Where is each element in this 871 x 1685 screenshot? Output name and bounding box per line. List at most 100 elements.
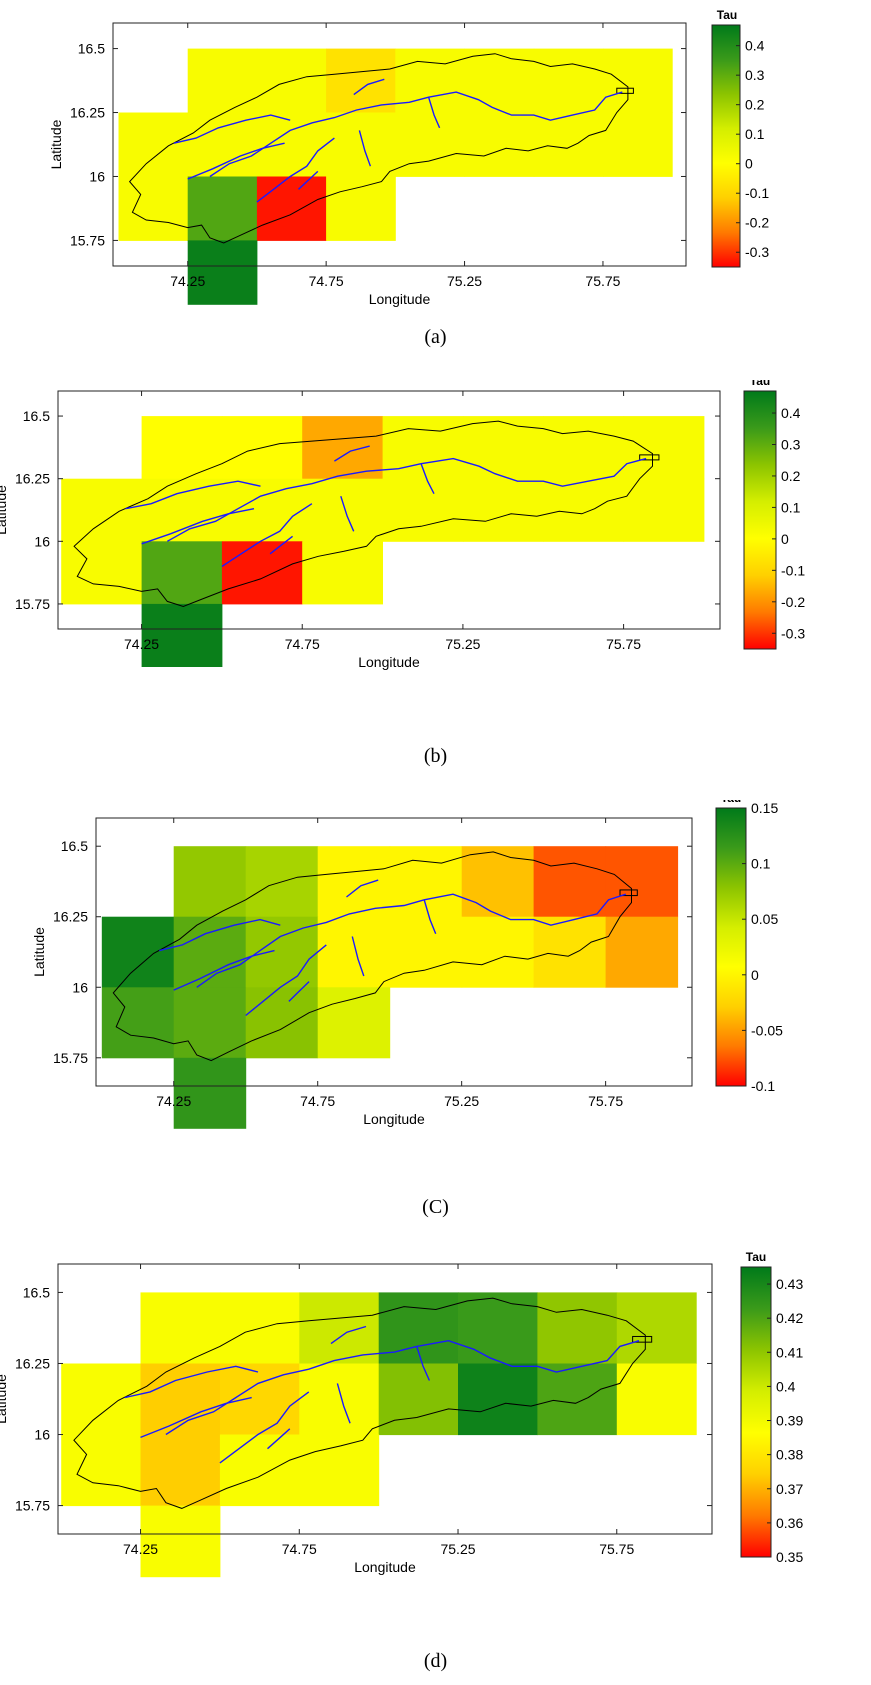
legend-title: Tau (717, 8, 737, 22)
grid-cell (140, 1434, 221, 1507)
grid-cell (461, 846, 535, 918)
grid-cell (533, 846, 607, 918)
x-tick-label: 74.25 (123, 1541, 158, 1557)
river-line (423, 899, 437, 934)
river-line (196, 893, 627, 988)
outlet-marker (619, 889, 638, 897)
grid-cell (605, 846, 679, 918)
caption-d: (d) (423, 1650, 448, 1672)
x-tick-label: 75.25 (440, 1541, 475, 1557)
colorbar-tick-label: 0 (781, 531, 789, 547)
y-tick-label: 16.25 (70, 105, 105, 121)
grid-cell (616, 1292, 697, 1364)
x-tick-label: 75.75 (599, 1541, 634, 1557)
grid-cell (101, 916, 175, 988)
map-svg-d: 16.5 16.25 16 15.75 74.25 74.75 75.25 75.75 Long… (0, 1250, 803, 1578)
grid-cell (326, 112, 396, 177)
map-svg-c: 16.5 16.25 16 15.75 74.25 74.75 75.25 75.75 Long… (31, 791, 783, 1129)
colorbar (711, 24, 741, 268)
river-line (298, 170, 319, 190)
colorbar-tick-label: -0.2 (745, 215, 769, 231)
river-line (353, 78, 385, 96)
grid-cell (533, 48, 604, 113)
grid-cell (61, 1434, 142, 1507)
y-tick-label: 16.25 (15, 1355, 50, 1371)
grid-cell (302, 416, 383, 480)
x-tick-label: 75.75 (588, 1093, 623, 1109)
y-tick-label: 15.75 (15, 1498, 50, 1514)
grid-cell (458, 1292, 538, 1364)
grid-cell (462, 416, 544, 480)
axes-frame (57, 1263, 713, 1535)
grid-cell (187, 112, 258, 177)
river-line (346, 879, 379, 898)
colorbar (715, 807, 747, 1087)
grid-cell (623, 478, 705, 542)
colorbar-tick-label: 0.41 (776, 1344, 803, 1360)
colorbar-tick-label: -0.3 (781, 625, 805, 641)
river-line (351, 936, 365, 977)
grid-cell (141, 416, 223, 480)
grid-cell (603, 112, 673, 177)
grid-cell (245, 987, 319, 1059)
x-tick-label: 74.75 (282, 1541, 317, 1557)
colorbar-tick-label: -0.1 (781, 562, 805, 578)
grid-cell (603, 48, 673, 113)
grid-cell (173, 846, 247, 918)
x-tick-label: 74.25 (170, 273, 205, 289)
river-line (140, 1396, 252, 1439)
x-tick-label: 74.25 (124, 636, 159, 652)
grid-cell (299, 1434, 380, 1507)
x-tick-label: 75.75 (585, 273, 620, 289)
caption-c: (C) (422, 1196, 449, 1218)
grid-cell (118, 112, 189, 177)
river-line (124, 1365, 259, 1399)
colorbar-tick-label: 0.05 (751, 911, 778, 927)
colorbar-tick-label: 0.4 (776, 1378, 796, 1394)
colorbar (740, 1266, 772, 1558)
grid-cell (140, 1363, 221, 1436)
grid-cell (464, 112, 535, 177)
x-tick-label: 74.75 (300, 1093, 335, 1109)
axes-frame (57, 390, 721, 630)
river-line (416, 1346, 431, 1381)
x-tick-label: 75.25 (445, 636, 480, 652)
grid-cell (317, 846, 391, 918)
grid-cell (256, 176, 327, 241)
grid-cell (61, 541, 143, 605)
outlet-marker (616, 87, 634, 94)
grid-cell (326, 48, 396, 113)
river-line (173, 114, 291, 144)
colorbar-tick-label: 0.43 (776, 1276, 803, 1292)
x-tick-label: 74.25 (156, 1093, 191, 1109)
colorbar-tick-label: -0.1 (745, 185, 769, 201)
x-axis-label: Longitude (369, 291, 431, 307)
grid-cell (605, 916, 679, 988)
map-panel-c: 16.5 16.25 16 15.75 74.25 74.75 75.25 75.75 Long… (0, 791, 871, 1200)
colorbar-tick-label: 0.38 (776, 1447, 803, 1463)
y-tick-label: 16.5 (78, 41, 105, 57)
grid-cell (458, 1363, 538, 1436)
map-panel-b: 16.5 16.25 16 15.75 74.25 74.75 75.25 75.75 Long… (0, 374, 871, 770)
colorbar-tick-label: -0.05 (751, 1022, 783, 1038)
legend-title: Tau (746, 1250, 766, 1264)
colorbar-tick-label: 0.1 (751, 856, 771, 872)
colorbar-tick-label: 0.4 (745, 38, 765, 54)
caption-a: (a) (424, 326, 447, 348)
colorbar-tick-label: -0.1 (751, 1078, 775, 1094)
river-line (340, 495, 355, 532)
river-line (256, 137, 335, 203)
y-tick-label: 15.75 (15, 596, 50, 612)
river-line (125, 480, 261, 510)
grid-cell (221, 541, 303, 605)
grid-cell (326, 176, 396, 241)
grid-cell (141, 603, 223, 667)
y-tick-label: 15.75 (53, 1050, 88, 1066)
colorbar-tick-label: 0.1 (745, 126, 765, 142)
y-tick-label: 16 (72, 979, 88, 995)
grid-cell (537, 1292, 618, 1364)
grid-cell (173, 1057, 247, 1129)
colorbar-tick-label: 0.36 (776, 1515, 803, 1531)
x-tick-label: 74.75 (309, 273, 344, 289)
colorbar-tick-label: 0.42 (776, 1310, 803, 1326)
